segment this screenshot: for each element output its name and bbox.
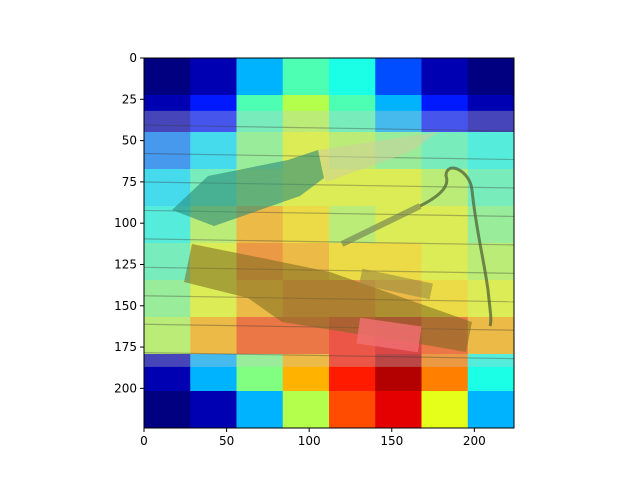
- y-tick-label: 75: [122, 175, 137, 189]
- heat-cell: [329, 95, 376, 133]
- heat-cell: [467, 391, 514, 428]
- heat-cell: [190, 95, 238, 133]
- heat-cell: [375, 95, 423, 133]
- x-tick-label: 100: [298, 434, 321, 448]
- y-tick-label: 100: [114, 216, 137, 230]
- heat-cell: [144, 58, 191, 96]
- x-tick-label: 200: [463, 434, 486, 448]
- heat-cell: [421, 132, 469, 170]
- heat-cell: [375, 354, 423, 392]
- heat-cell: [190, 354, 238, 392]
- heat-cell: [421, 58, 469, 96]
- heat-cell: [190, 132, 238, 170]
- heat-cell: [144, 243, 191, 281]
- y-tick-label: 125: [114, 257, 137, 271]
- heat-cell: [467, 132, 514, 170]
- heat-cell: [375, 391, 423, 428]
- y-axis: 0 25 50 75 100 125 150 175 200: [114, 51, 144, 395]
- heat-cell: [467, 169, 514, 207]
- heat-cell: [144, 132, 191, 170]
- x-tick-label: 0: [140, 434, 148, 448]
- plot-frame: [143, 57, 515, 429]
- ferro-rod: [340, 203, 422, 247]
- heat-cell: [236, 95, 284, 133]
- heat-cell: [190, 391, 238, 428]
- heat-cell: [467, 243, 514, 281]
- knife-blade: [318, 132, 438, 182]
- y-tick-label: 25: [122, 92, 137, 106]
- knife-handle: [172, 150, 324, 226]
- y-tick-label: 175: [114, 340, 137, 354]
- y-tick-label: 0: [129, 51, 137, 65]
- heat-cell: [190, 317, 238, 355]
- heat-cell: [467, 95, 514, 133]
- heat-cell: [421, 243, 469, 281]
- heat-cell: [144, 95, 191, 133]
- y-tick-label: 200: [114, 381, 137, 395]
- heat-cell: [236, 317, 284, 355]
- heat-cell: [421, 391, 469, 428]
- photo-overlay: [144, 110, 514, 367]
- heat-cell: [236, 354, 284, 392]
- heat-cell: [282, 391, 330, 428]
- heat-cell: [375, 58, 423, 96]
- wood-grain-line: [144, 124, 514, 132]
- heat-cell: [329, 391, 376, 428]
- heat-cell: [467, 58, 514, 96]
- heat-cell: [144, 354, 191, 392]
- heat-cell: [282, 354, 330, 392]
- y-tick-label: 150: [114, 299, 137, 313]
- sheath-label: [356, 317, 422, 353]
- wood-grain-line: [144, 352, 514, 360]
- heat-cell: [144, 280, 191, 318]
- x-axis: 0 50 100 150 200: [140, 428, 486, 448]
- heat-cell: [144, 317, 191, 355]
- heat-cell: [329, 354, 376, 392]
- heat-cell: [190, 58, 238, 96]
- heat-cell: [236, 391, 284, 428]
- fire-steel-rod: [359, 268, 433, 300]
- lanyard-cord: [419, 166, 493, 327]
- heat-cell: [421, 95, 469, 133]
- x-tick-label: 150: [380, 434, 403, 448]
- heat-cell: [421, 354, 469, 392]
- heat-cell: [236, 58, 284, 96]
- heat-cell: [421, 206, 469, 244]
- heat-cell: [282, 58, 330, 96]
- y-tick-label: 50: [122, 134, 137, 148]
- heat-cell: [329, 58, 376, 96]
- x-tick-label: 50: [219, 434, 234, 448]
- heat-cell: [144, 391, 191, 428]
- wood-grain-line: [144, 238, 514, 246]
- heat-cell: [467, 354, 514, 392]
- heat-cell: [282, 206, 330, 244]
- heat-cell: [375, 169, 423, 207]
- heat-cell: [282, 95, 330, 133]
